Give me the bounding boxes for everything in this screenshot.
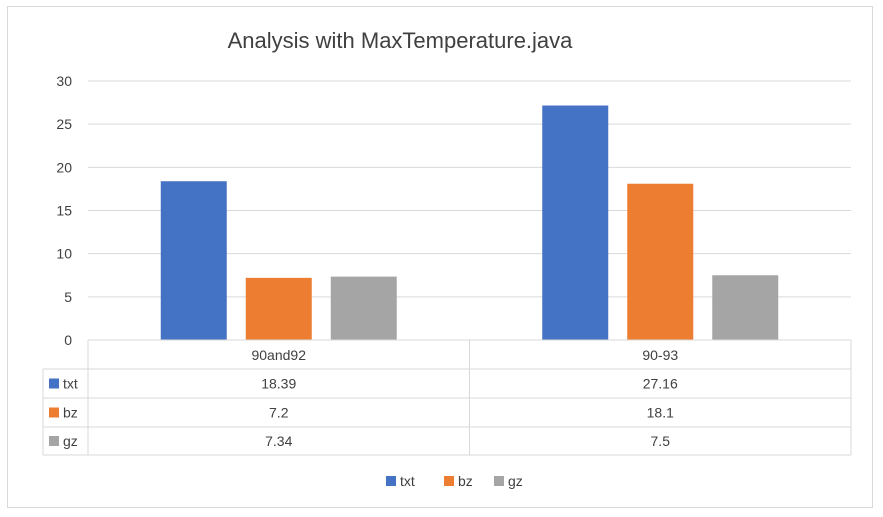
x-category-label: 90and92 bbox=[251, 347, 306, 363]
data-label: 18.1 bbox=[647, 405, 674, 421]
legend-swatch-bz bbox=[444, 476, 454, 486]
bar-gz-0 bbox=[330, 276, 397, 340]
y-tick-label: 15 bbox=[56, 203, 72, 219]
bar-gz-1 bbox=[712, 275, 779, 340]
data-label: 27.16 bbox=[643, 376, 678, 392]
data-label: 7.34 bbox=[265, 433, 292, 449]
y-axis-ticks: 0 5 10 15 20 25 30 bbox=[56, 73, 72, 348]
table-row-label: txt bbox=[63, 376, 78, 392]
bars bbox=[160, 105, 779, 340]
table-row-label: bz bbox=[63, 405, 78, 421]
data-label: 7.5 bbox=[651, 433, 671, 449]
y-tick-label: 5 bbox=[64, 289, 72, 305]
table-legend-key-txt bbox=[49, 378, 59, 389]
table-legend-key-gz bbox=[49, 436, 59, 446]
bar-bz-1 bbox=[627, 183, 694, 340]
data-label: 18.39 bbox=[261, 376, 296, 392]
legend: txt bz gz bbox=[386, 473, 523, 489]
x-category-label: 90-93 bbox=[642, 347, 678, 363]
bar-txt-1 bbox=[542, 105, 609, 340]
legend-swatch-txt bbox=[386, 476, 396, 486]
y-tick-label: 20 bbox=[56, 159, 72, 175]
data-table: 90and92 90-93 txt 18.39 27.16 bz 7.2 18.1 gz 7.34… bbox=[42, 339, 852, 456]
y-tick-label: 0 bbox=[64, 332, 72, 348]
y-tick-label: 25 bbox=[56, 116, 72, 132]
chart-title: Analysis with MaxTemperature.java bbox=[228, 28, 574, 53]
legend-swatch-gz bbox=[494, 476, 504, 486]
legend-label: gz bbox=[508, 473, 523, 489]
y-tick-label: 30 bbox=[56, 73, 72, 89]
data-label: 7.2 bbox=[269, 405, 289, 421]
legend-label: bz bbox=[458, 473, 473, 489]
bar-bz-0 bbox=[245, 277, 312, 340]
bar-txt-0 bbox=[160, 181, 227, 340]
y-tick-label: 10 bbox=[56, 246, 72, 262]
chart-frame bbox=[7, 6, 873, 508]
table-legend-key-bz bbox=[49, 407, 59, 418]
legend-label: txt bbox=[400, 473, 415, 489]
table-row-label: gz bbox=[63, 433, 78, 449]
